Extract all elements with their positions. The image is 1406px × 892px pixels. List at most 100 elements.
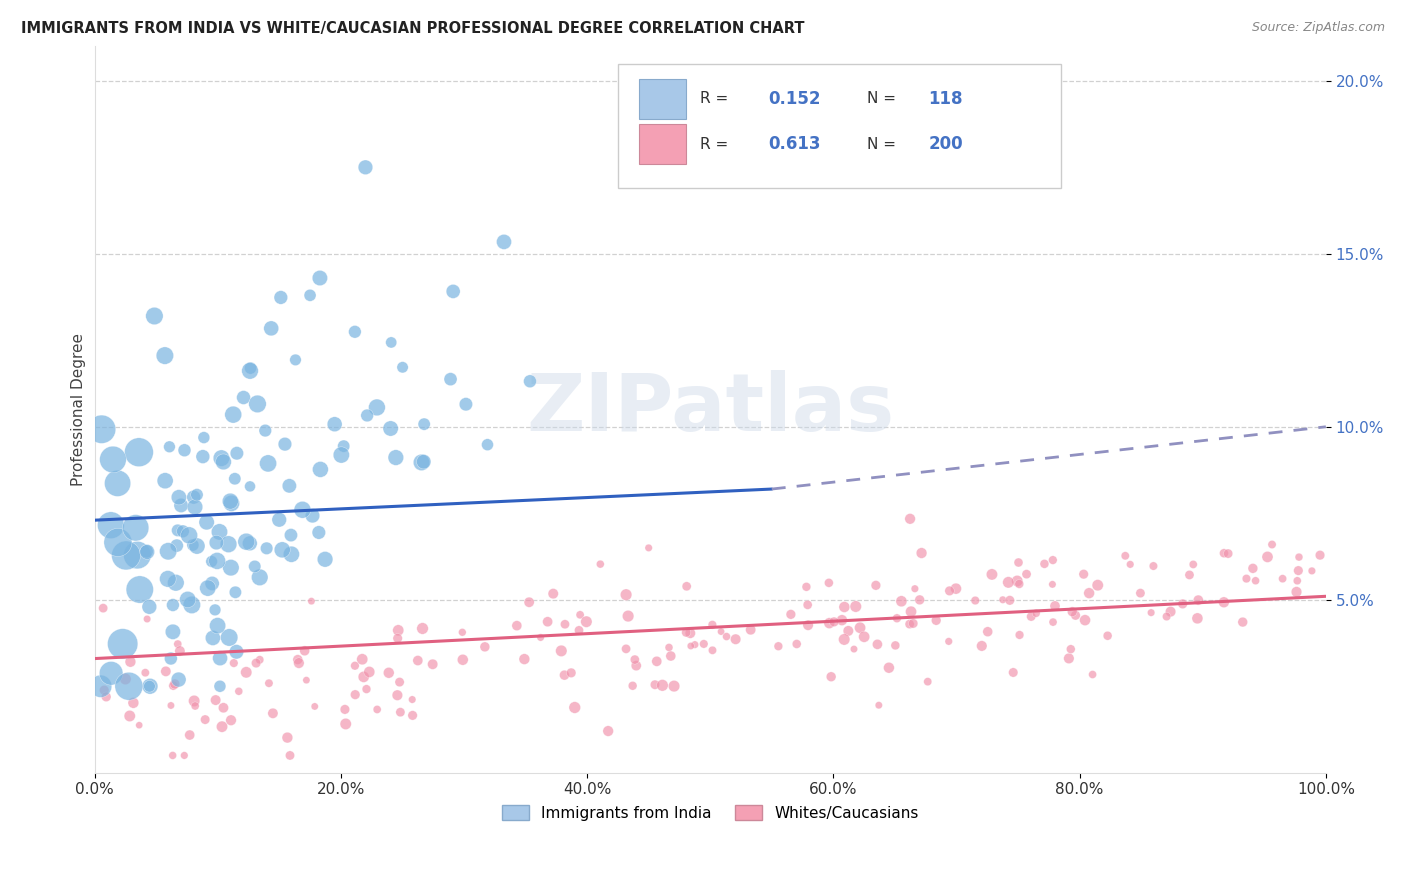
Text: Source: ZipAtlas.com: Source: ZipAtlas.com	[1251, 21, 1385, 34]
Point	[659, 648, 682, 663]
Point	[1256, 549, 1278, 564]
Point	[387, 632, 409, 646]
Text: 118: 118	[928, 89, 963, 108]
Point	[115, 549, 138, 563]
Point	[228, 684, 250, 698]
Point	[246, 397, 269, 411]
Point	[270, 290, 292, 304]
Point	[254, 424, 277, 438]
Point	[352, 652, 374, 666]
Point	[519, 374, 541, 388]
Text: 0.152: 0.152	[768, 89, 821, 108]
Point	[1057, 651, 1080, 665]
Point	[439, 372, 461, 386]
Point	[314, 552, 336, 566]
Point	[837, 624, 859, 638]
Point	[173, 748, 195, 763]
Point	[679, 639, 702, 653]
Point	[239, 361, 262, 376]
Point	[212, 455, 235, 469]
Point	[564, 700, 586, 714]
Point	[796, 580, 818, 594]
Point	[209, 651, 232, 665]
Point	[288, 656, 311, 670]
Point	[330, 448, 353, 462]
Point	[1025, 607, 1047, 621]
Point	[245, 656, 267, 670]
Point	[204, 603, 226, 617]
Point	[589, 557, 612, 571]
Point	[271, 542, 294, 557]
Point	[309, 462, 332, 476]
Point	[1060, 642, 1083, 657]
Point	[184, 500, 207, 514]
Point	[385, 450, 408, 465]
Point	[675, 579, 697, 593]
Point	[166, 524, 188, 538]
Point	[1015, 567, 1038, 582]
Point	[1033, 557, 1056, 571]
Point	[1156, 609, 1178, 624]
Point	[209, 451, 232, 466]
Point	[208, 524, 231, 539]
Point	[965, 593, 987, 607]
Point	[291, 502, 314, 516]
Point	[797, 618, 820, 632]
Text: R =: R =	[700, 91, 734, 106]
Point	[658, 640, 681, 655]
Text: 200: 200	[928, 136, 963, 153]
Point	[1232, 615, 1254, 629]
Point	[1286, 574, 1309, 588]
Point	[1078, 586, 1101, 600]
Point	[107, 476, 129, 491]
Point	[180, 598, 202, 612]
Point	[644, 678, 666, 692]
Point	[257, 457, 280, 471]
Point	[169, 644, 191, 658]
Point	[1187, 593, 1209, 607]
Point	[970, 639, 993, 653]
Point	[91, 601, 114, 615]
Point	[614, 588, 637, 602]
Point	[194, 713, 217, 727]
Point	[560, 665, 582, 680]
Text: R =: R =	[700, 136, 734, 152]
Point	[344, 688, 367, 702]
Point	[626, 658, 648, 673]
Point	[221, 496, 243, 510]
Point	[1019, 609, 1042, 624]
Point	[239, 479, 262, 493]
Point	[454, 397, 477, 411]
Point	[186, 539, 208, 553]
Point	[768, 639, 790, 653]
Point	[380, 335, 402, 350]
Point	[513, 652, 536, 666]
Point	[90, 679, 112, 693]
Point	[239, 364, 262, 378]
Legend: Immigrants from India, Whites/Caucasians: Immigrants from India, Whites/Caucasians	[495, 799, 925, 827]
Point	[831, 613, 853, 627]
Point	[1043, 599, 1066, 613]
Point	[156, 572, 179, 586]
Point	[128, 582, 150, 597]
Point	[135, 544, 157, 558]
Point	[165, 575, 187, 590]
Point	[412, 622, 434, 636]
Point	[225, 645, 247, 659]
Point	[128, 718, 150, 732]
Point	[224, 472, 246, 486]
Point	[219, 494, 242, 508]
Point	[492, 235, 515, 249]
Point	[212, 700, 235, 714]
Point	[945, 582, 967, 596]
Point	[276, 731, 298, 745]
Point	[517, 595, 540, 609]
Point	[1008, 577, 1031, 591]
Point	[160, 698, 183, 713]
Point	[278, 748, 301, 763]
Point	[1042, 553, 1064, 567]
Point	[309, 271, 332, 285]
Point	[1073, 567, 1095, 582]
Point	[162, 748, 184, 763]
Point	[239, 536, 262, 550]
